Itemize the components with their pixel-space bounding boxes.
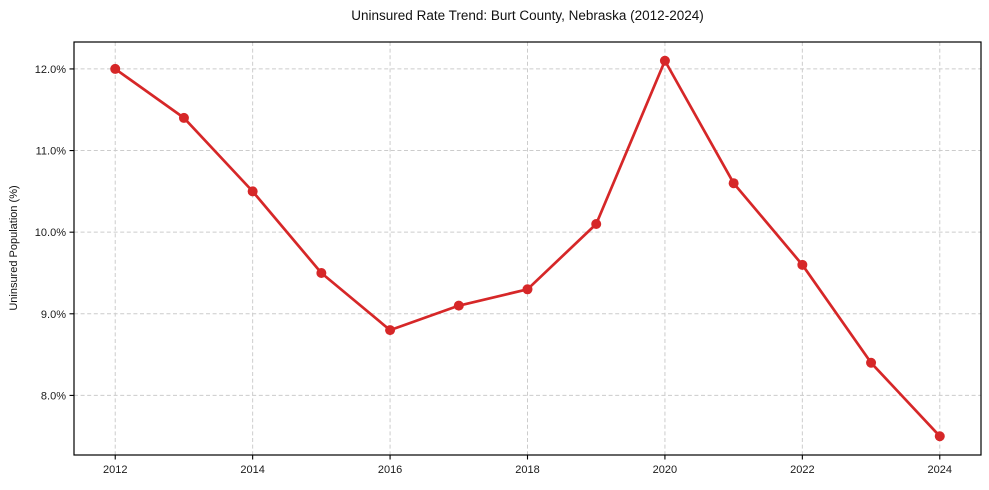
data-point [591,219,602,230]
data-point [522,284,533,295]
x-tick-label: 2018 [515,464,539,476]
data-point [728,178,739,189]
x-tick-label: 2020 [653,464,677,476]
data-point [934,431,945,442]
x-tick-label: 2022 [790,464,814,476]
x-tick-label: 2016 [378,464,402,476]
data-point [316,267,327,278]
x-tick-label: 2012 [103,464,127,476]
y-tick-label: 8.0% [41,390,66,402]
data-point [178,112,189,123]
chart-title: Uninsured Rate Trend: Burt County, Nebra… [351,8,704,23]
data-point [385,325,396,336]
data-point [659,55,670,66]
y-tick-label: 11.0% [36,146,67,158]
data-point [453,300,464,311]
x-tick-label: 2014 [240,464,264,476]
data-point [797,259,808,270]
data-point [110,63,121,74]
data-point [866,357,877,368]
y-tick-label: 12.0% [35,64,66,76]
data-point [247,186,258,197]
y-tick-label: 10.0% [35,227,66,239]
y-tick-label: 9.0% [41,309,66,321]
x-tick-label: 2024 [928,464,952,476]
